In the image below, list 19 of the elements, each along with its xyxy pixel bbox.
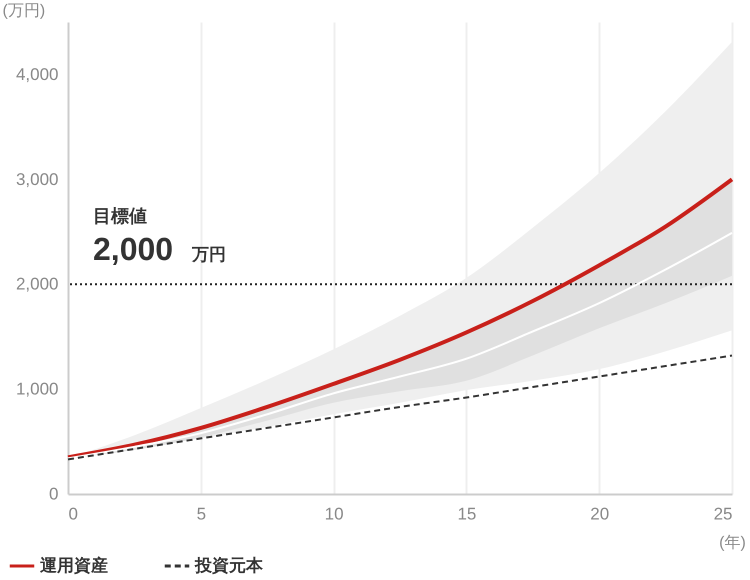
y-tick-label: 2,000: [16, 274, 58, 294]
legend-label: 運用資産: [39, 556, 108, 575]
y-tick-label: 1,000: [16, 380, 58, 399]
x-tick-label: 10: [324, 504, 344, 524]
x-axis-title: (年): [719, 534, 746, 552]
y-axis-title: (万円): [2, 2, 46, 20]
y-tick-label: 3,000: [16, 170, 58, 189]
line-series: [67, 232, 733, 460]
x-tick-label: 25: [714, 504, 732, 524]
x-tick-label: 20: [590, 504, 610, 524]
line-series: [67, 354, 733, 460]
x-tick-label: 5: [196, 504, 206, 524]
legend-label: 投資元本: [194, 556, 264, 575]
annotation: 目標値: [93, 206, 147, 226]
y-tick-label: 0: [49, 484, 58, 504]
x-tick-label: 0: [68, 504, 78, 524]
y-tick-label: 4,000: [16, 64, 58, 84]
x-tick-label: 15: [457, 504, 476, 524]
ref-line-label: 2,000 万円: [93, 231, 226, 268]
